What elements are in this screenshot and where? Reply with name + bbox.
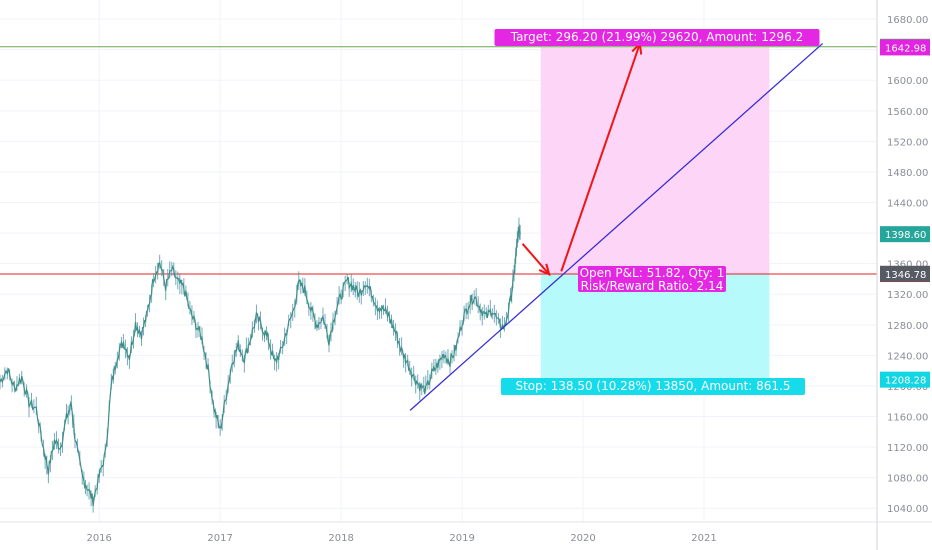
pnl-text: Open P&L: 51.82, Qty: 1 <box>580 266 725 280</box>
x-tick-label: 2020 <box>570 533 595 544</box>
price-tag-text: 1208.28 <box>885 376 926 387</box>
y-tick-label: 1680.00 <box>887 15 928 26</box>
y-tick-label: 1160.00 <box>887 413 928 424</box>
y-tick-label: 1080.00 <box>887 474 928 485</box>
y-tick-label: 1440.00 <box>887 199 928 210</box>
x-tick-label: 2018 <box>328 533 353 544</box>
price-tag-1346.78 <box>880 265 930 282</box>
stop-label-bg <box>501 378 805 395</box>
y-tick-label: 1320.00 <box>887 290 928 301</box>
arrow-2 <box>560 43 641 272</box>
y-tick-label: 1360.00 <box>887 260 928 271</box>
risk-reward-text: Risk/Reward Ratio: 2.14 <box>581 279 724 293</box>
target-zone <box>540 47 770 275</box>
x-tick-label: 2021 <box>691 533 716 544</box>
price-tag-1208.28 <box>880 371 930 388</box>
x-tick-label: 2019 <box>449 533 474 544</box>
price-tag-1398.60 <box>880 226 930 243</box>
y-tick-label: 1240.00 <box>887 351 928 362</box>
stop-label: Stop: 138.50 (10.28%) 13850, Amount: 861… <box>501 378 805 395</box>
pnl-label-bg <box>578 266 726 292</box>
target-label-text: Target: 296.20 (21.99%) 29620, Amount: 1… <box>510 30 804 44</box>
arrow-head-1 <box>538 263 551 277</box>
x-tick-label: 2016 <box>86 533 111 544</box>
price-tag-1642.98 <box>880 39 930 56</box>
y-tick-label: 1120.00 <box>887 443 928 454</box>
trendline <box>409 43 823 411</box>
y-tick-label: 1280.00 <box>887 321 928 332</box>
arrow-1 <box>521 243 550 276</box>
price-tag-text: 1642.98 <box>885 43 926 54</box>
price-tag-text: 1346.78 <box>885 270 926 281</box>
y-tick-label: 1600.00 <box>887 76 928 87</box>
y-tick-label: 1520.00 <box>887 137 928 148</box>
stop-label-text: Stop: 138.50 (10.28%) 13850, Amount: 861… <box>515 379 790 393</box>
price-series-line <box>0 226 521 506</box>
y-tick-label: 1480.00 <box>887 168 928 179</box>
target-label: Target: 296.20 (21.99%) 29620, Amount: 1… <box>494 29 820 46</box>
price-tag-text: 1398.60 <box>885 230 926 241</box>
y-tick-label: 1560.00 <box>887 107 928 118</box>
target-label-bg <box>494 29 820 46</box>
x-tick-label: 2017 <box>207 533 232 544</box>
y-tick-label: 1040.00 <box>887 504 928 515</box>
